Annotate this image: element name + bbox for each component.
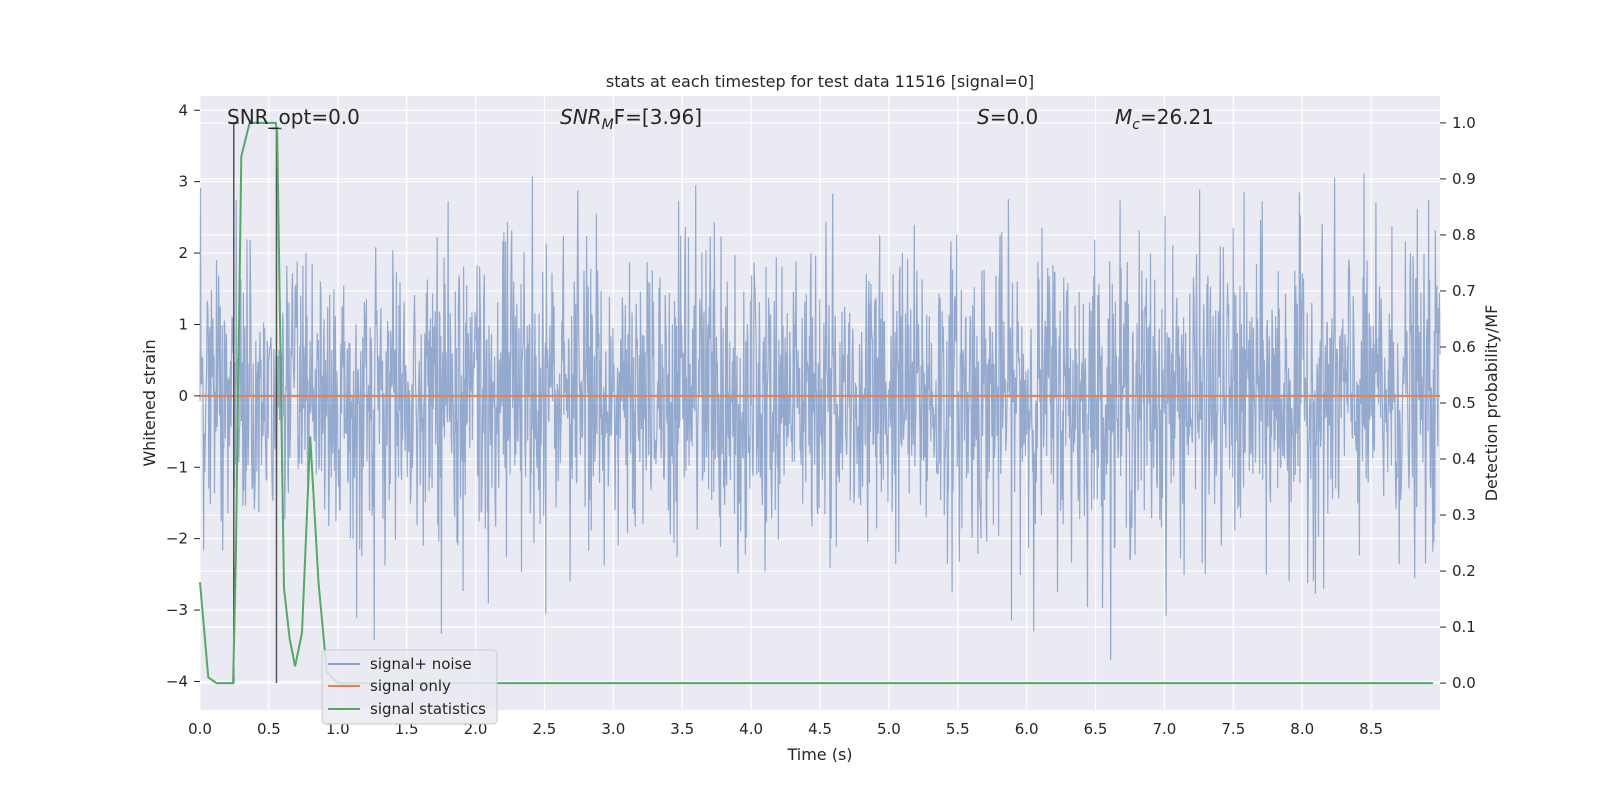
y2-tick-label: 0.7 <box>1452 282 1476 300</box>
s-name: S <box>977 105 990 129</box>
noise-trace <box>199 173 1441 661</box>
y-tick-label: −2 <box>166 530 188 548</box>
snr-mf-rest: F=[3.96] <box>614 105 702 129</box>
y2-tick-label: 1.0 <box>1452 114 1476 132</box>
legend: signal+ noise signal only signal statist… <box>321 649 498 725</box>
snr-mf-name: SNR <box>560 105 602 129</box>
x-tick-label: 0.5 <box>257 720 281 738</box>
mc-sub: c <box>1132 117 1140 133</box>
signal-noise-series <box>199 173 1441 661</box>
y-axis-label: Whitened strain <box>140 339 159 466</box>
x-axis: 0.0 0.5 1.0 1.5 2.0 2.5 3.0 3.5 4.0 4.5 5.0 5.5 6.0 6… <box>188 720 1383 738</box>
y-tick-label: 4 <box>178 101 188 119</box>
y2-tick-label: 0.8 <box>1452 226 1476 244</box>
x-tick-label: 5.5 <box>946 720 970 738</box>
snr-mf-sub: M <box>602 117 614 133</box>
y2-axis-label: Detection probability/MF <box>1482 305 1501 502</box>
mc-name: M <box>1115 105 1132 129</box>
x-tick-label: 5.0 <box>877 720 901 738</box>
x-tick-label: 6.0 <box>1015 720 1039 738</box>
y2-tick-label: 0.3 <box>1452 506 1476 524</box>
statistics-line <box>199 121 1434 685</box>
y2-tick-label: 0.9 <box>1452 170 1476 188</box>
x-tick-label: 4.5 <box>808 720 832 738</box>
x-tick-label: 7.5 <box>1221 720 1245 738</box>
y-tick-label: −1 <box>166 458 188 476</box>
y2-tick-label: 0.5 <box>1452 394 1476 412</box>
legend-box <box>321 649 498 725</box>
x-tick-label: 8.5 <box>1359 720 1383 738</box>
x-tick-label: 7.0 <box>1153 720 1177 738</box>
legend-label-signal-only: signal only <box>370 677 451 695</box>
x-tick-label: 4.0 <box>739 720 763 738</box>
y2-tick-label: 0.2 <box>1452 562 1476 580</box>
y2-tick-label: 0.0 <box>1452 674 1476 692</box>
s-rest: =0.0 <box>990 105 1039 129</box>
x-tick-label: 3.0 <box>601 720 625 738</box>
annotation-snr-mf: SNRMF=[3.96] <box>560 105 702 133</box>
chart-title: stats at each timestep for test data 115… <box>606 72 1034 91</box>
y-tick-label: 0 <box>178 387 188 405</box>
y-tick-label: 3 <box>178 173 188 191</box>
mc-rest: =26.21 <box>1140 105 1214 129</box>
annotation-snr-opt: SNR_opt=0.0 <box>227 105 360 129</box>
x-tick-label: 6.5 <box>1084 720 1108 738</box>
annotation-s: S=0.0 <box>977 105 1038 129</box>
x-tick-label: 2.5 <box>533 720 557 738</box>
x-axis-label: Time (s) <box>786 745 852 764</box>
legend-label-signal-noise: signal+ noise <box>370 655 472 673</box>
y2-tick-label: 0.6 <box>1452 338 1476 356</box>
y-tick-label: 1 <box>178 315 188 333</box>
y-axis-left: −4 −3 −2 −1 0 1 2 3 4 <box>166 101 200 690</box>
x-tick-label: 8.0 <box>1290 720 1314 738</box>
y-tick-label: −4 <box>166 672 188 690</box>
annotation-mc: Mc=26.21 <box>1115 105 1214 133</box>
x-tick-label: 3.5 <box>670 720 694 738</box>
y-tick-label: −3 <box>166 601 188 619</box>
signal-statistics-series <box>199 121 1434 685</box>
y2-tick-label: 0.4 <box>1452 450 1476 468</box>
legend-label-signal-statistics: signal statistics <box>370 700 486 718</box>
y2-tick-label: 0.1 <box>1452 618 1476 636</box>
x-tick-label: 0.0 <box>188 720 212 738</box>
y-tick-label: 2 <box>178 244 188 262</box>
y-axis-right: 0.0 0.1 0.2 0.3 0.4 0.5 0.6 0.7 0.8 0.9 1.0 <box>1440 114 1476 692</box>
